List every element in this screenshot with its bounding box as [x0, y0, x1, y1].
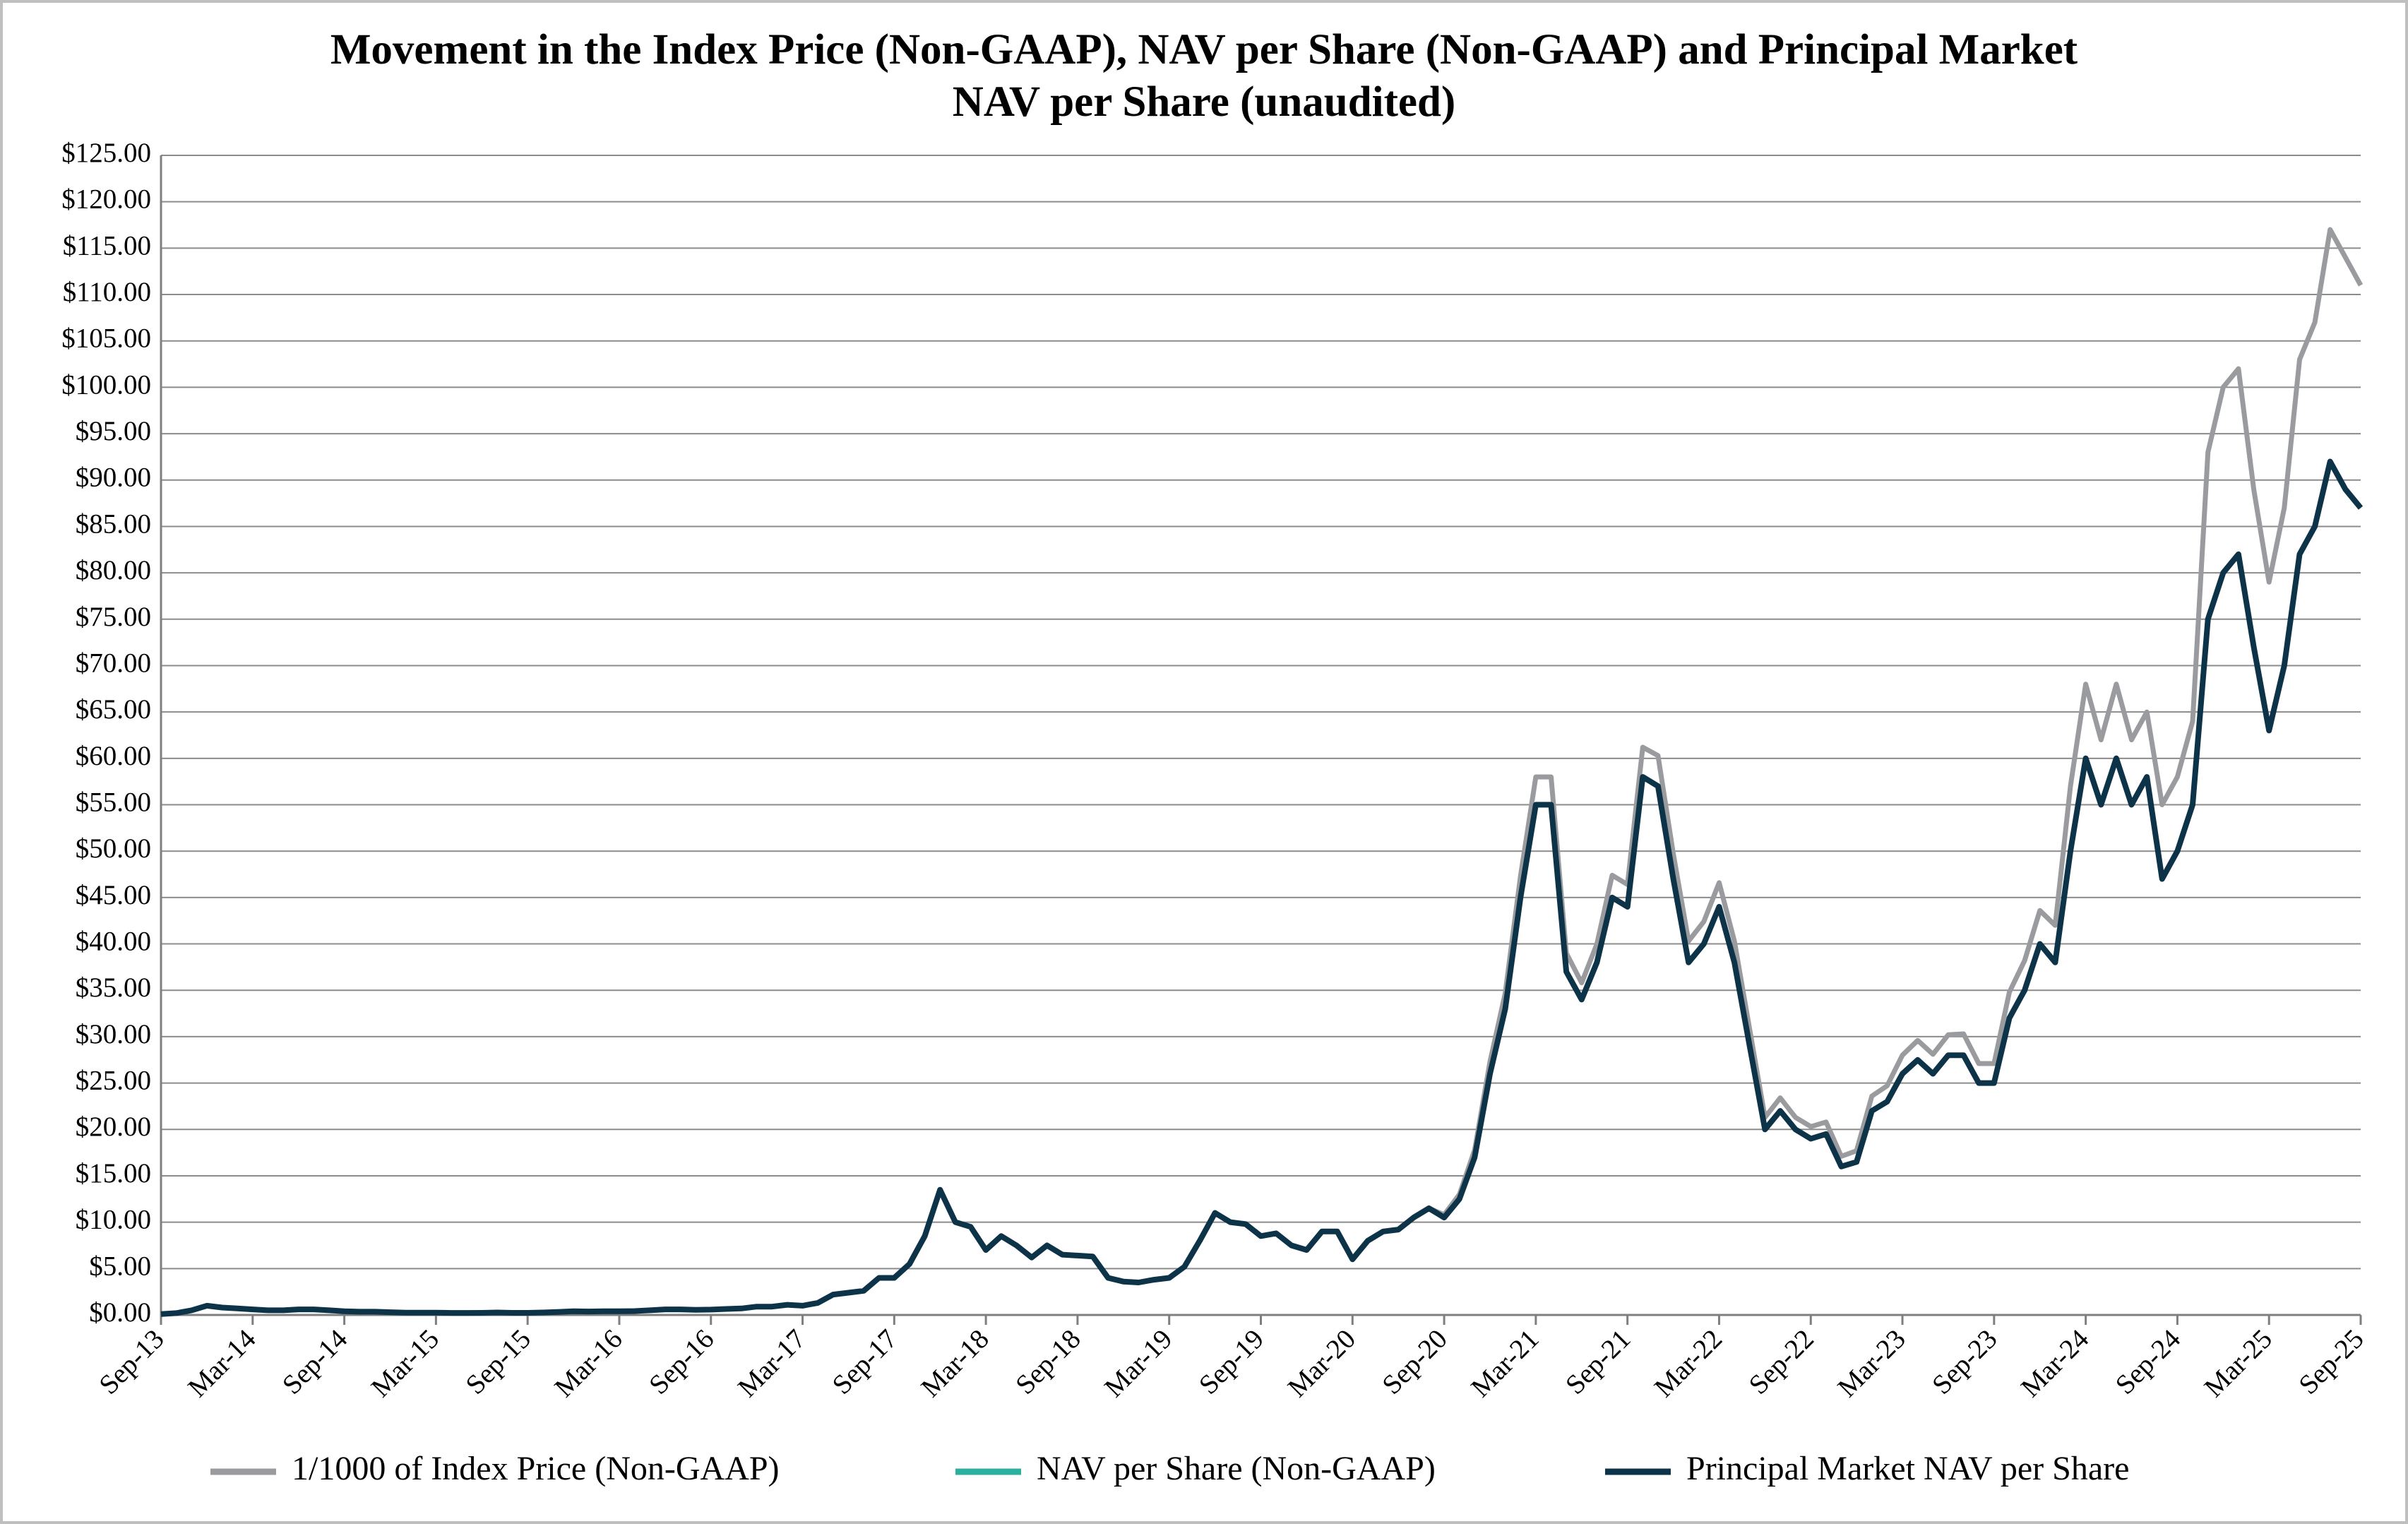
y-tick-label: $55.00	[76, 787, 151, 817]
chart-title: NAV per Share (unaudited)	[953, 78, 1455, 126]
y-tick-label: $100.00	[61, 369, 151, 400]
y-tick-label: $50.00	[76, 833, 151, 864]
legend-label: Principal Market NAV per Share	[1686, 1450, 2129, 1487]
y-tick-label: $125.00	[61, 138, 151, 168]
y-tick-label: $115.00	[63, 230, 151, 261]
y-tick-label: $105.00	[61, 323, 151, 354]
legend-label: 1/1000 of Index Price (Non-GAAP)	[292, 1450, 780, 1487]
y-tick-label: $120.00	[61, 184, 151, 215]
y-tick-label: $35.00	[76, 972, 151, 1003]
series-line	[160, 458, 2364, 1317]
y-tick-label: $110.00	[63, 277, 151, 307]
y-tick-label: $30.00	[76, 1019, 151, 1049]
y-tick-label: $70.00	[76, 648, 151, 678]
y-tick-label: $0.00	[89, 1297, 151, 1328]
y-tick-label: $60.00	[76, 741, 151, 771]
y-tick-label: $10.00	[76, 1205, 151, 1235]
y-tick-label: $75.00	[76, 602, 151, 632]
y-tick-label: $45.00	[76, 880, 151, 910]
y-tick-label: $85.00	[76, 508, 151, 539]
y-tick-label: $40.00	[76, 927, 151, 957]
y-tick-label: $80.00	[76, 555, 151, 585]
y-tick-label: $95.00	[76, 416, 151, 446]
legend-label: NAV per Share (Non-GAAP)	[1037, 1450, 1436, 1487]
chart-title: Movement in the Index Price (Non-GAAP), …	[330, 26, 2078, 73]
y-tick-label: $20.00	[76, 1112, 151, 1142]
y-tick-label: $15.00	[76, 1158, 151, 1189]
y-tick-label: $25.00	[76, 1066, 151, 1096]
y-tick-label: $5.00	[89, 1251, 151, 1281]
y-tick-label: $90.00	[76, 463, 151, 493]
y-tick-label: $65.00	[76, 694, 151, 725]
